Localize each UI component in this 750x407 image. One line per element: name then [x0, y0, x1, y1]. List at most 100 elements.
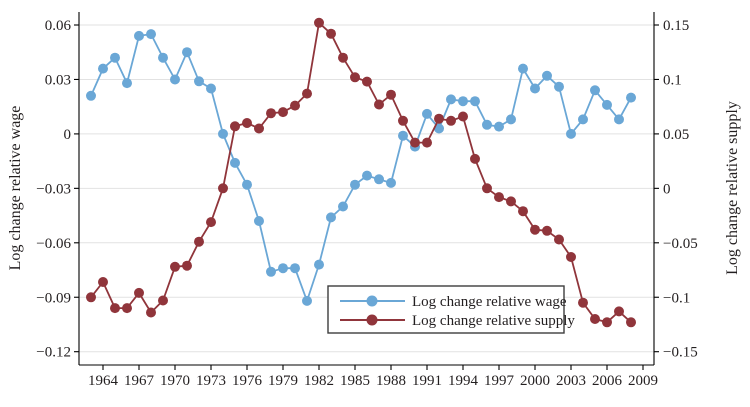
left-tick-label: 0.06 — [45, 18, 72, 34]
data-point — [374, 174, 384, 185]
data-point — [554, 234, 564, 245]
data-point — [350, 72, 360, 83]
data-point — [482, 183, 492, 194]
data-point — [518, 63, 528, 74]
data-point — [146, 307, 156, 318]
series-log-change-relative-supply — [86, 17, 636, 328]
right-axis-title: Log change relative supply — [724, 101, 741, 275]
data-point — [446, 94, 456, 105]
data-point — [518, 206, 528, 217]
x-tick-label: 1979 — [268, 373, 298, 389]
data-point — [98, 63, 108, 74]
data-point — [86, 292, 96, 303]
data-point — [470, 96, 480, 107]
data-point — [194, 76, 204, 87]
data-point — [146, 29, 156, 40]
right-tick-label: 0.15 — [663, 18, 689, 34]
data-point — [434, 123, 444, 134]
series-line — [90, 33, 632, 302]
left-tick-label: −0.06 — [36, 236, 71, 252]
data-point — [206, 217, 216, 228]
data-point — [326, 28, 336, 39]
legend-box — [327, 285, 565, 334]
legend-marker — [366, 295, 378, 307]
left-tick-label: 0.03 — [45, 72, 71, 88]
x-tick-label: 1973 — [196, 373, 226, 389]
series-line — [90, 21, 632, 324]
x-tick-label: 1985 — [340, 373, 370, 389]
data-point — [434, 113, 444, 124]
data-point — [506, 114, 516, 125]
legend-label: Log change relative wage — [412, 294, 567, 310]
data-point — [386, 177, 396, 188]
data-point — [398, 130, 408, 141]
data-point — [422, 137, 432, 148]
data-point — [182, 47, 192, 58]
data-point — [290, 100, 300, 111]
data-point — [254, 123, 264, 134]
data-point — [206, 83, 216, 94]
data-point — [578, 114, 588, 125]
data-point — [542, 225, 552, 236]
data-point — [626, 92, 636, 103]
legend-label: Log change relative supply — [412, 313, 575, 329]
x-tick-label: 1970 — [160, 373, 190, 389]
data-point — [602, 99, 612, 110]
x-tick-label: 1967 — [124, 373, 155, 389]
left-tick-label: −0.09 — [36, 290, 71, 306]
x-tick-label: 2003 — [556, 373, 586, 389]
data-point — [422, 108, 432, 119]
data-point — [614, 306, 624, 317]
legend-marker — [366, 314, 378, 326]
data-point — [230, 121, 240, 132]
data-point — [614, 114, 624, 125]
data-point — [458, 96, 468, 107]
data-point — [158, 295, 168, 306]
data-point — [122, 303, 132, 314]
left-tick-label: −0.12 — [36, 345, 71, 361]
left-tick-label: −0.03 — [36, 181, 71, 197]
data-point — [314, 17, 324, 28]
data-point — [506, 196, 516, 207]
series-log-change-relative-wage — [86, 29, 636, 306]
data-point — [554, 81, 564, 92]
x-tick-label: 1988 — [376, 373, 406, 389]
data-point — [626, 317, 636, 328]
data-point — [350, 179, 360, 190]
data-point — [230, 157, 240, 168]
left-axis-ticks: 0.06 0.03 0 −0.03 −0.06 −0.09 −0.12 — [36, 18, 79, 361]
x-tick-label: 1964 — [88, 373, 119, 389]
data-point — [362, 76, 372, 87]
data-point — [314, 259, 324, 270]
data-point — [530, 224, 540, 235]
data-point — [386, 89, 396, 100]
data-point — [170, 261, 180, 272]
right-tick-label: 0.1 — [663, 72, 682, 88]
data-point — [494, 192, 504, 203]
data-point — [134, 30, 144, 41]
data-point — [566, 252, 576, 262]
data-point — [326, 212, 336, 223]
x-tick-label: 1982 — [304, 373, 334, 389]
data-point — [398, 115, 408, 126]
data-point — [98, 277, 108, 287]
data-point — [566, 128, 576, 139]
data-point — [302, 88, 312, 99]
x-tick-label: 1991 — [412, 373, 442, 389]
right-tick-label: 0.05 — [663, 127, 689, 143]
data-point — [218, 128, 228, 139]
right-tick-label: −0.05 — [663, 236, 698, 252]
x-axis-ticks: 1964 1967 1970 1973 1976 1979 1982 1985 1988 1991… — [88, 365, 658, 389]
right-tick-label: −0.15 — [663, 345, 698, 361]
x-tick-label: 1976 — [232, 373, 263, 389]
x-tick-label: 1997 — [484, 373, 515, 389]
right-tick-label: −0.1 — [663, 290, 690, 306]
legend: Log change relative wage Log change relat… — [327, 285, 575, 334]
data-point — [458, 111, 468, 122]
data-point — [590, 85, 600, 96]
x-tick-label: 1994 — [448, 373, 479, 389]
data-point — [134, 287, 144, 298]
right-axis-ticks: 0.15 0.1 0.05 0 −0.05 −0.1 −0.15 — [654, 18, 698, 361]
data-point — [254, 216, 264, 226]
data-point — [86, 90, 96, 101]
